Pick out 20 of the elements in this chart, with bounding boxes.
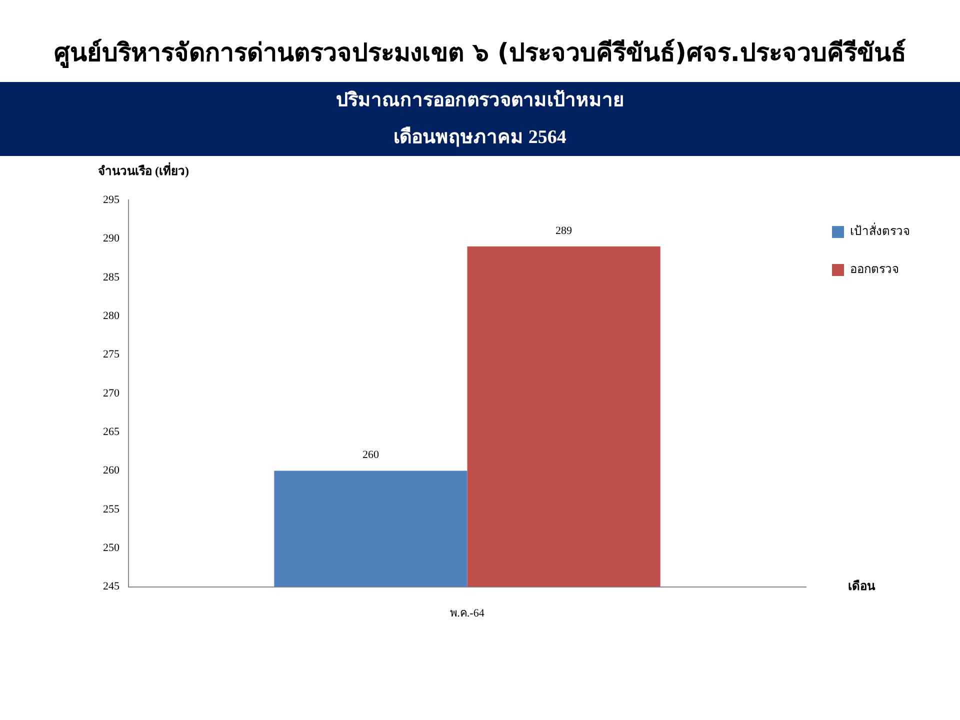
y-tick-label: 290 <box>103 232 120 245</box>
y-tick-label: 265 <box>103 426 120 438</box>
y-tick-label: 245 <box>103 580 120 593</box>
data-label: 289 <box>556 224 573 237</box>
y-tick-label: 285 <box>103 271 120 284</box>
legend-label: ออกตรวจ <box>850 262 899 276</box>
chart-title: ศูนย์บริหารจัดการด่านตรวจประมงเขต ๖ (ประจวบคีรีขันธ์)ศจร.ประจวบคีรีขันธ์ <box>53 37 907 70</box>
x-axis-title: เดือน <box>848 578 876 593</box>
y-axis-title: จำนวนเรือ (เที่ยว) <box>98 162 189 178</box>
y-tick-label: 260 <box>103 464 120 477</box>
legend-label: เป้าสั่งตรวจ <box>850 222 910 238</box>
y-tick-label: 280 <box>103 310 120 322</box>
chart-subtitle: ปริมาณการออกตรวจตามเป้าหมาย เดือนพฤษภาคม 2564 <box>0 82 960 156</box>
data-label: 260 <box>362 449 380 462</box>
y-tick-label: 295 <box>103 194 120 206</box>
y-tick-label: 275 <box>103 348 120 361</box>
y-tick-label: 250 <box>103 542 120 554</box>
y-tick-label: 255 <box>103 503 120 516</box>
y-tick-label: 270 <box>103 387 120 400</box>
x-tick-label: พ.ค.-64 <box>450 607 485 620</box>
